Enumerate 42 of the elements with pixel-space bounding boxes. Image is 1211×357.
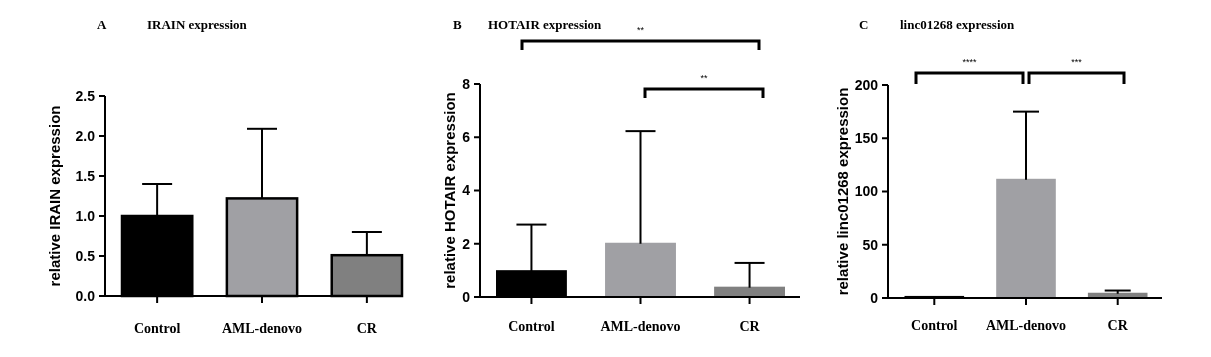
y-tick-label: 8 — [462, 75, 471, 92]
bar — [605, 242, 676, 296]
bar — [714, 286, 785, 296]
y-tick-label: 0.0 — [75, 287, 96, 304]
bar — [996, 178, 1056, 297]
bar — [1087, 292, 1148, 297]
y-tick-label: 1.5 — [75, 167, 96, 184]
y-tick-label: 0 — [462, 288, 471, 305]
y-tick-label: 2 — [462, 235, 471, 252]
x-tick-label: Control — [133, 321, 181, 336]
x-tick-label: AML-denovo — [985, 318, 1067, 333]
y-tick-label: 4 — [462, 182, 471, 199]
text: *** — [1071, 57, 1083, 67]
x-tick-label: AML-denovo — [221, 321, 303, 336]
y-tick-label: 2.0 — [75, 127, 96, 144]
y-tick-label: 100 — [854, 183, 879, 200]
y-tick-label: 200 — [854, 76, 879, 93]
text: ** — [636, 25, 645, 35]
x-tick-label: Control — [911, 318, 958, 333]
text: A — [97, 17, 107, 32]
x-tick-label: CR — [1107, 318, 1129, 333]
text: C — [859, 17, 869, 32]
y-tick-label: 6 — [462, 129, 471, 146]
y-tick-label: 0.5 — [75, 247, 96, 264]
x-tick-label: Control — [508, 319, 555, 334]
y-tick-label: 0 — [870, 289, 879, 306]
text: **** — [962, 57, 977, 67]
y-tick-label: 1.0 — [75, 207, 96, 224]
y-axis-title: relative HOTAIR expression — [441, 92, 458, 289]
y-axis-title: relative IRAIN expression — [46, 105, 63, 287]
y-tick-label: 50 — [862, 236, 879, 253]
x-tick-label: AML-denovo — [600, 319, 681, 334]
x-tick-label: CR — [356, 321, 378, 336]
y-axis-title: relative linc01268 expression — [834, 87, 851, 296]
chart-title: linc01268 expression — [900, 17, 1016, 32]
chart-title: HOTAIR expression — [488, 17, 603, 32]
chart-title: IRAIN expression — [147, 17, 248, 32]
text: B — [453, 17, 462, 32]
y-tick-label: 2.5 — [75, 87, 96, 104]
y-tick-label: 150 — [854, 130, 879, 147]
text: ** — [700, 73, 708, 83]
x-tick-label: CR — [739, 319, 761, 334]
